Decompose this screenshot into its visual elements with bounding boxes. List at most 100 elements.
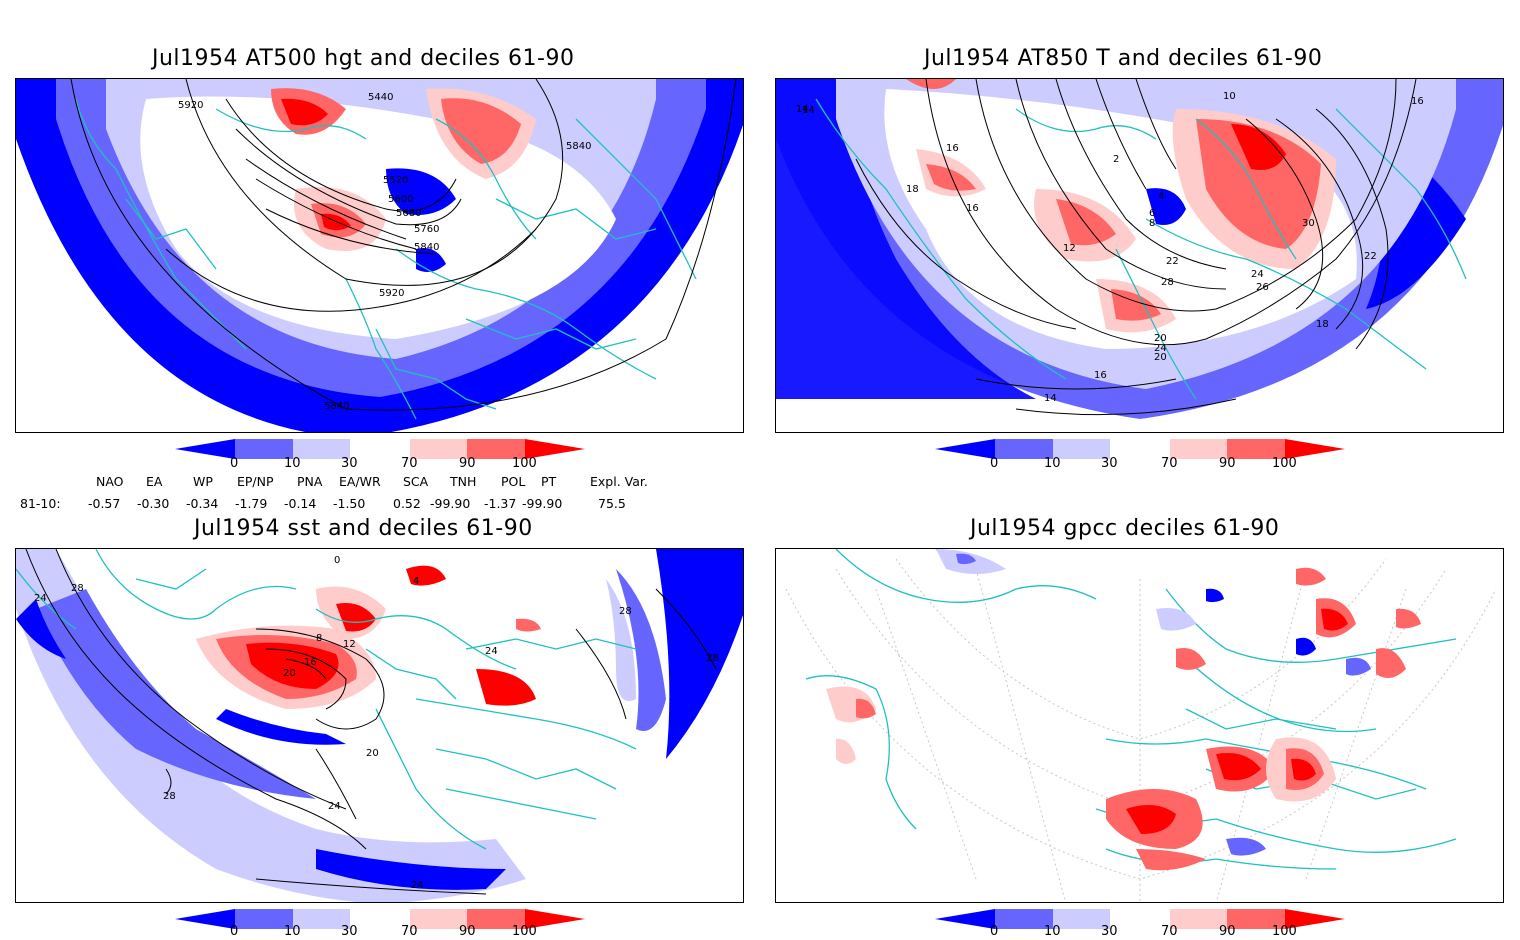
cb4-tick-0: 0 [990,924,999,939]
contour-label: 5520 [383,175,408,186]
at500-contour-labels: 5920 5440 5840 5520 5600 5680 5760 5840 … [178,92,591,412]
contour-label: 16 [1411,96,1424,107]
cb-tick-70: 70 [401,456,418,471]
contour-label: 28 [163,791,176,802]
contour-label: 24 [328,801,341,812]
contour-label: 20 [366,748,379,759]
idx-value-sca: 0.52 [393,496,421,511]
idx-header-pt: PT [541,474,557,489]
contour-label: 5600 [388,194,413,205]
panel-title-at500: Jul1954 AT500 hgt and deciles 61-90 [152,46,575,71]
colorbar-bottom-right [935,909,1345,929]
contour-label: 18 [1316,319,1329,330]
cb2-tick-90: 90 [1219,456,1236,471]
cb3-tick-90: 90 [459,924,476,939]
cb2-tick-0: 0 [990,456,999,471]
contour-label: 16 [946,143,959,154]
contour-label: 5840 [566,141,591,152]
contour-label: 18 [906,184,919,195]
idx-value-tnh: -99.90 [430,496,471,511]
idx-header-sca: SCA [403,474,429,489]
idx-header-wp: WP [193,474,213,489]
contour-label: 22 [1364,251,1377,262]
contour-label: 20 [1154,333,1167,344]
contour-label: 16 [304,657,317,668]
cb3-tick-100: 100 [512,924,537,939]
contour-label: 14 [796,104,809,115]
contour-label: 14 [1044,393,1057,404]
map-at500: 5920 5440 5840 5520 5600 5680 5760 5840 … [15,78,744,433]
panel-title-at850: Jul1954 AT850 T and deciles 61-90 [924,46,1323,71]
contour-label: 5920 [379,288,404,299]
contour-label: 8 [316,633,322,644]
idx-value-pol: -1.37 [484,496,517,511]
idx-value-epnp: -1.79 [235,496,268,511]
contour-label: 24 [34,593,47,604]
colorbar-bottom-left [175,909,585,929]
cb-tick-30: 30 [341,456,358,471]
contour-label: 20 [1154,352,1167,363]
cb-tick-0: 0 [230,456,239,471]
map-at850: 14 16 18 16 12 2 4 6 8 10 22 24 26 28 30… [775,78,1504,433]
colorbar-top-left [175,439,585,459]
cb3-tick-30: 30 [341,924,358,939]
contour-label: 5840 [414,242,439,253]
idx-value-nao: -0.57 [88,496,121,511]
idx-header-epnp: EP/NP [237,474,274,489]
contour-label: 5440 [368,92,393,103]
cb2-tick-30: 30 [1101,456,1118,471]
idx-value-pt: -99.90 [522,496,563,511]
idx-header-explvar: Expl. Var. [590,474,648,489]
contour-label: 12 [1063,243,1076,254]
contour-label: 5760 [414,224,439,235]
contour-label: 14 [802,105,815,116]
contour-label: 24 [485,646,498,657]
at850-contour-labels: 14 16 18 16 12 2 4 6 8 10 22 24 26 28 30… [796,91,1424,404]
contour-label: 5840 [324,401,349,412]
cb4-tick-70: 70 [1161,924,1178,939]
idx-header-pna: PNA [297,474,323,489]
contour-label: 16 [966,203,979,214]
cb-tick-100: 100 [512,456,537,471]
cb4-tick-10: 10 [1044,924,1061,939]
cb3-tick-0: 0 [230,924,239,939]
idx-value-explvar: 75.5 [598,496,626,511]
cb3-tick-10: 10 [284,924,301,939]
sst-contour-labels: 24 28 0 4 8 12 16 20 24 28 20 24 28 24 2… [34,555,719,891]
cb3-tick-70: 70 [401,924,418,939]
cb4-tick-90: 90 [1219,924,1236,939]
contour-label: 10 [1223,91,1236,102]
contour-label: 24 [411,880,424,891]
panel-title-gpcc: Jul1954 gpcc deciles 61-90 [970,516,1280,541]
contour-label: 8 [1149,218,1155,229]
contour-label: 28 [619,606,632,617]
contour-label: 28 [71,583,84,594]
idx-header-nao: NAO [96,474,124,489]
contour-label: 26 [1256,282,1269,293]
idx-header-eawr: EA/WR [339,474,381,489]
contour-label: 24 [1251,269,1264,280]
cb-tick-90: 90 [459,456,476,471]
idx-value-eawr: -1.50 [333,496,366,511]
contour-label: 22 [1166,256,1179,267]
contour-label: 12 [343,639,356,650]
contour-label: 5680 [396,208,421,219]
colorbar-top-right [935,439,1345,459]
idx-header-pol: POL [501,474,526,489]
contour-label: 0 [334,555,340,566]
cb2-tick-100: 100 [1272,456,1297,471]
contour-label: 5920 [178,100,203,111]
idx-value-ea: -0.30 [137,496,170,511]
teleconnection-index-table: NAO EA WP EP/NP PNA EA/WR SCA TNH POL PT… [0,474,700,514]
map-sst: 24 28 0 4 8 12 16 20 24 28 20 24 28 24 2… [15,548,744,903]
contour-label: 30 [1302,218,1315,229]
cb4-tick-100: 100 [1272,924,1297,939]
contour-label: 2 [1113,154,1119,165]
map-gpcc [775,548,1504,903]
contour-label: 28 [1161,277,1174,288]
panel-title-sst: Jul1954 sst and deciles 61-90 [194,516,533,541]
contour-label: 4 [413,576,419,587]
idx-header-ea: EA [146,474,163,489]
contour-label: 16 [1094,370,1107,381]
cb2-tick-70: 70 [1161,456,1178,471]
